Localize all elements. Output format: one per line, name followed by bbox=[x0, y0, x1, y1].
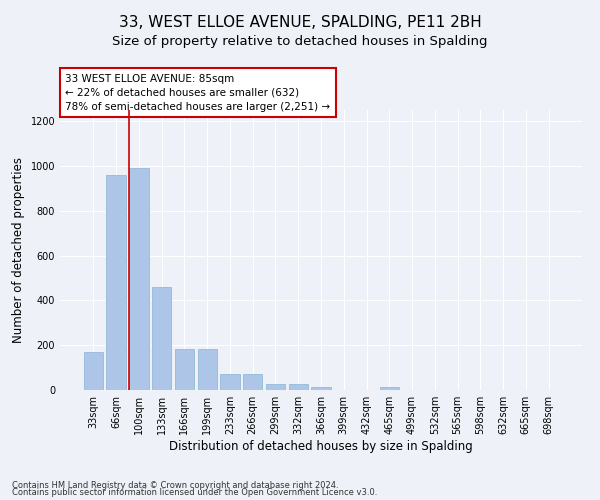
Bar bbox=[175, 348, 194, 390]
Bar bbox=[152, 287, 172, 390]
Bar bbox=[266, 384, 285, 390]
Y-axis label: Number of detached properties: Number of detached properties bbox=[12, 157, 25, 343]
Text: Contains public sector information licensed under the Open Government Licence v3: Contains public sector information licen… bbox=[12, 488, 377, 497]
X-axis label: Distribution of detached houses by size in Spalding: Distribution of detached houses by size … bbox=[169, 440, 473, 453]
Bar bbox=[84, 352, 103, 390]
Text: Size of property relative to detached houses in Spalding: Size of property relative to detached ho… bbox=[112, 35, 488, 48]
Bar bbox=[197, 348, 217, 390]
Bar bbox=[311, 386, 331, 390]
Bar bbox=[129, 168, 149, 390]
Bar bbox=[289, 384, 308, 390]
Text: Contains HM Land Registry data © Crown copyright and database right 2024.: Contains HM Land Registry data © Crown c… bbox=[12, 480, 338, 490]
Bar bbox=[380, 386, 399, 390]
Text: 33, WEST ELLOE AVENUE, SPALDING, PE11 2BH: 33, WEST ELLOE AVENUE, SPALDING, PE11 2B… bbox=[119, 15, 481, 30]
Text: 33 WEST ELLOE AVENUE: 85sqm
← 22% of detached houses are smaller (632)
78% of se: 33 WEST ELLOE AVENUE: 85sqm ← 22% of det… bbox=[65, 74, 331, 112]
Bar bbox=[243, 374, 262, 390]
Bar bbox=[106, 175, 126, 390]
Bar bbox=[220, 374, 239, 390]
